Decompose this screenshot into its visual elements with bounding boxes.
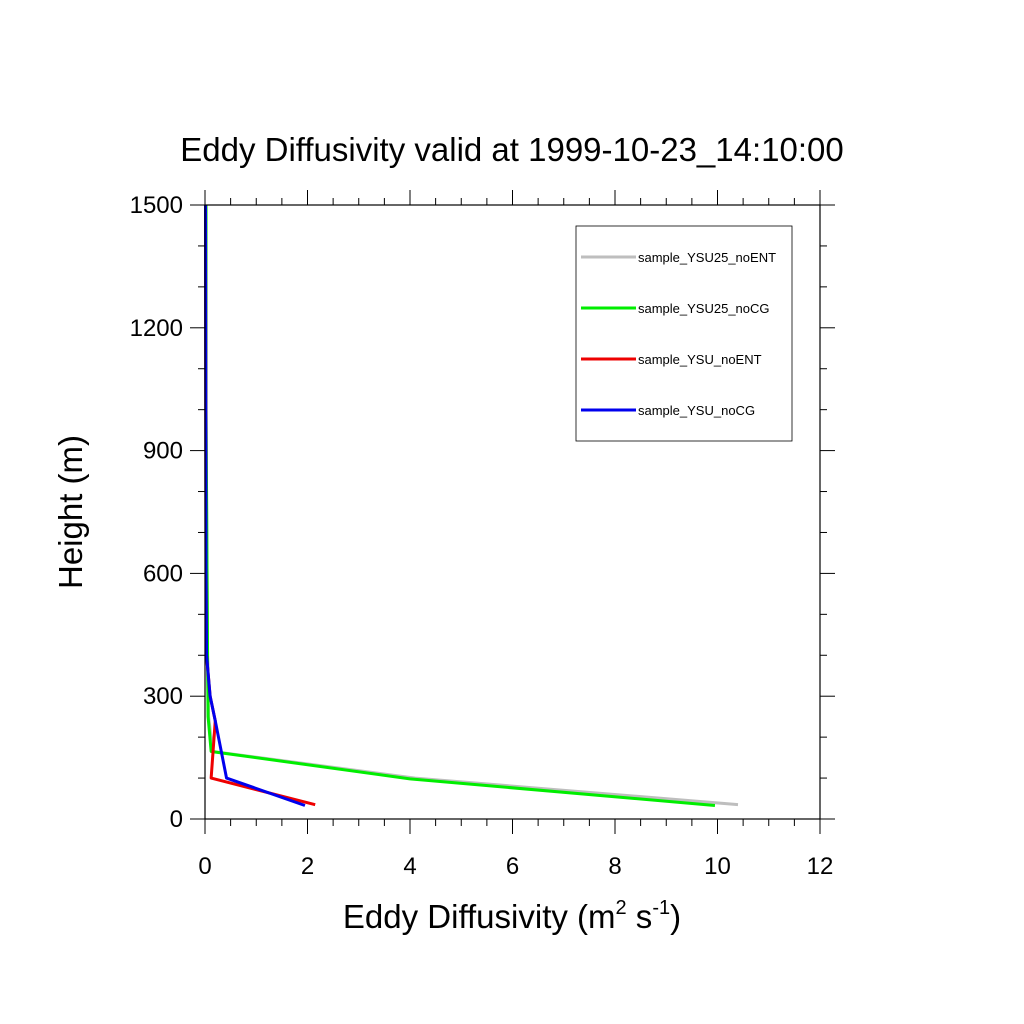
- legend-label-sample_YSU25_noENT: sample_YSU25_noENT: [638, 250, 776, 265]
- x-tick-label: 12: [807, 853, 834, 880]
- y-tick-label: 300: [143, 683, 183, 710]
- x-axis-label-sup1: 2: [616, 897, 627, 919]
- plot-area: [204, 204, 739, 807]
- legend-items: sample_YSU25_noENT sample_YSU25_noCGsampl…: [581, 250, 776, 418]
- y-tick-labels: 0 300 600 900 1200 1500: [130, 192, 183, 833]
- series-layer: [204, 204, 739, 807]
- x-axis-label: Eddy Diffusivity (m2 s-1): [343, 897, 681, 935]
- y-tick-label: 1500: [130, 192, 183, 219]
- legend: sample_YSU25_noENT sample_YSU25_noCGsampl…: [575, 225, 793, 442]
- x-axis-label-end: ): [670, 898, 681, 935]
- x-tick-label: 0: [198, 853, 211, 880]
- y-tick-label: 1200: [130, 315, 183, 342]
- ticks-layer: [190, 190, 835, 834]
- x-tick-labels: 0 2 4 6 8 10 12: [198, 853, 833, 880]
- y-tick-label: 900: [143, 438, 183, 465]
- legend-label-sample_YSU_noENT: sample_YSU_noENT: [638, 352, 762, 367]
- chart-title: Eddy Diffusivity valid at 1999-10-23_14:…: [180, 131, 843, 168]
- x-tick-label: 6: [506, 853, 519, 880]
- x-tick-label: 8: [608, 853, 621, 880]
- x-axis-label-mid: s: [627, 898, 653, 935]
- legend-box: [575, 225, 793, 442]
- series-line-sample_YSU_noCG: [204, 204, 306, 807]
- x-axis-label-base: Eddy Diffusivity (m: [343, 898, 616, 935]
- legend-label-sample_YSU25_noCG: sample_YSU25_noCG: [638, 301, 770, 316]
- y-axis-label: Height (m): [52, 435, 89, 589]
- x-tick-label: 2: [301, 853, 314, 880]
- y-tick-label: 600: [143, 560, 183, 587]
- x-axis-label-sup2: -1: [652, 897, 670, 919]
- legend-label-sample_YSU_noCG: sample_YSU_noCG: [638, 403, 755, 418]
- y-tick-label: 0: [170, 806, 183, 833]
- x-tick-label: 10: [704, 853, 731, 880]
- series-line-sample_YSU_noENT: [204, 204, 316, 807]
- x-tick-label: 4: [403, 853, 416, 880]
